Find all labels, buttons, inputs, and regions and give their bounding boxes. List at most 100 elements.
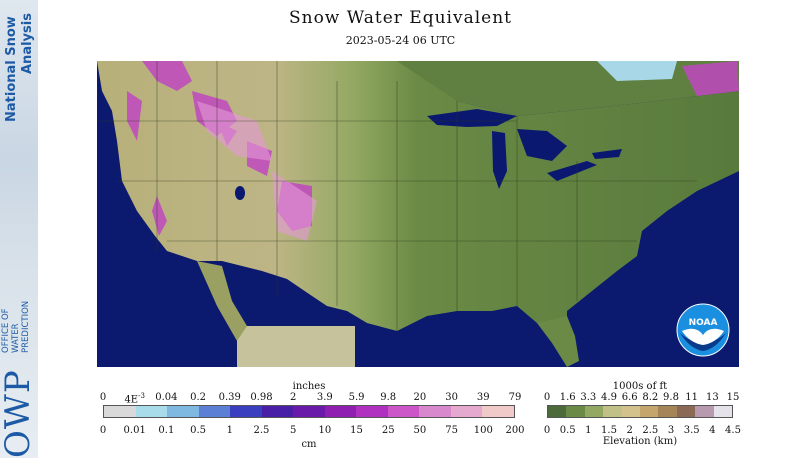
legend_swe-tick-label: 2	[289, 392, 297, 403]
legend_elev-tick-label: 3	[667, 425, 675, 436]
legend_elev-swatch	[695, 406, 714, 417]
legend_swe-tick-label: 50	[413, 425, 427, 436]
legend_swe-tick-label: 0	[99, 425, 107, 436]
sidebar-line1: National Snow	[4, 16, 19, 122]
legend_swe-tick-label: 9.8	[380, 392, 397, 403]
sidebar-branding: National Snow Analysis OWP OFFICE OF WAT…	[0, 0, 38, 458]
legend_swe-swatch	[419, 406, 451, 417]
legend_swe-tick-label: 0.5	[190, 425, 207, 436]
legend_swe-tick-label: 4E-3	[124, 392, 145, 406]
legend_swe-swatch	[198, 406, 231, 417]
legend_swe-tick-label: 20	[413, 392, 427, 403]
lake-erie	[547, 161, 597, 181]
legend_elev-tick-label: 4.5	[725, 425, 741, 436]
legend_elev-swatch	[676, 406, 696, 417]
lake-michigan	[492, 131, 507, 189]
legend_swe-swatch	[104, 406, 136, 417]
legend_swe-swatch	[356, 406, 388, 417]
legend_swe-tick-label: 2.5	[253, 425, 270, 436]
legend_swe-tick-label: 39	[476, 392, 490, 403]
legend_elev-swatch	[713, 406, 732, 417]
legend_swe-tick-label: 100	[473, 425, 493, 436]
page-subtitle: 2023-05-24 06 UTC	[345, 34, 456, 47]
legend_swe-swatch	[230, 406, 262, 417]
legend_elev-tick-label: 15	[726, 392, 740, 403]
elev-color-bar	[547, 405, 733, 418]
snow-light	[197, 101, 317, 241]
owp-letters: OWP	[0, 369, 38, 458]
legend_elev-tick-label: 0	[543, 425, 551, 436]
great-salt-lake	[235, 186, 245, 200]
legend_elev-swatch	[548, 406, 567, 417]
legend_elev-swatch	[566, 406, 585, 417]
elev-legend-top-label: 1000s of ft	[612, 381, 668, 392]
swe-legend-top-label: inches	[292, 381, 326, 392]
state-borders	[97, 61, 697, 331]
legend_swe-tick-label: 25	[381, 425, 395, 436]
legend_elev-tick-label: 4	[709, 425, 716, 436]
owp-line3: PREDICTION	[21, 300, 31, 353]
legend_elev-swatch	[658, 406, 677, 417]
legend_swe-tick-label: 0	[99, 392, 107, 403]
legend_elev-tick-label: 3.3	[580, 392, 597, 403]
legend_swe-tick-label: 0.39	[218, 392, 241, 403]
owp-line1: OFFICE OF	[1, 308, 11, 353]
legend_elev-tick-label: 1.5	[601, 425, 617, 436]
florida	[537, 316, 579, 367]
legend_swe-tick-label: 30	[445, 392, 458, 403]
legend_elev-swatch	[603, 406, 622, 417]
legend_swe-swatch	[482, 406, 514, 417]
legend_elev-tick-label: 2.5	[642, 425, 659, 436]
legend_swe-swatch	[167, 406, 199, 417]
legend_elev-tick-label: 0	[543, 392, 551, 403]
legend_elev-tick-label: 2	[626, 425, 633, 436]
icy-water	[597, 61, 677, 81]
legend_elev-tick-label: 11	[685, 392, 699, 403]
lake-superior	[427, 109, 517, 127]
legend_swe-tick-label: 200	[505, 425, 525, 436]
legend_elev-tick-label: 9.8	[663, 392, 679, 403]
canada-land	[97, 61, 739, 116]
legend_swe-tick-label: 75	[445, 425, 458, 436]
legend_elev-tick-label: 0.5	[559, 425, 576, 436]
lake-ontario	[592, 149, 622, 159]
legend_swe-tick-label: 1	[226, 425, 233, 436]
legend_swe-tick-label: 5.9	[348, 392, 365, 403]
owp-line2: WATER	[11, 323, 21, 353]
legend_swe-tick-label: 15	[350, 425, 363, 436]
legend_elev-tick-label: 13	[705, 392, 719, 403]
legend_swe-tick-label: 79	[508, 392, 522, 403]
legend_swe-tick-label: 0.2	[190, 392, 207, 403]
elev-legend-bottom-label: Elevation (km)	[602, 436, 678, 447]
swe-color-bar	[103, 405, 515, 418]
legend_swe-tick-label: 3.9	[316, 392, 333, 403]
legend_swe-swatch	[450, 406, 483, 417]
legend_elev-tick-label: 1.6	[559, 392, 576, 403]
legend_elev-tick-label: 1	[585, 425, 592, 436]
legend_elev-swatch	[640, 406, 659, 417]
legend_elev-swatch	[584, 406, 604, 417]
owp-logo: OWP OFFICE OF WATER PREDICTION	[0, 265, 38, 458]
legend_swe-swatch	[261, 406, 294, 417]
legend_swe-tick-label: 5	[289, 425, 297, 436]
legend_swe-swatch	[135, 406, 168, 417]
legend_swe-tick-label: 0.1	[158, 425, 175, 436]
legend_swe-swatch	[324, 406, 357, 417]
legend_elev-tick-label: 3.5	[683, 425, 700, 436]
swe-map	[97, 61, 739, 367]
legend_swe-tick-label: 0.98	[250, 392, 273, 403]
legend_elev-tick-label: 6.6	[621, 392, 638, 403]
swe-legend-bottom-label: cm	[301, 439, 317, 450]
legend_swe-swatch	[387, 406, 420, 417]
baja	[197, 261, 247, 341]
legend_swe-tick-label: 0.04	[155, 392, 178, 403]
legend_elev-tick-label: 4.9	[601, 392, 617, 403]
noaa-logo: NOAA	[676, 303, 730, 357]
legend_elev-swatch	[621, 406, 640, 417]
lake-huron	[517, 129, 567, 161]
legend_swe-swatch	[293, 406, 325, 417]
legend_elev-tick-label: 8.2	[642, 392, 659, 403]
noaa-text: NOAA	[689, 318, 718, 328]
page-title: Snow Water Equivalent	[288, 8, 513, 28]
legend_swe-tick-label: 0.01	[123, 425, 146, 436]
